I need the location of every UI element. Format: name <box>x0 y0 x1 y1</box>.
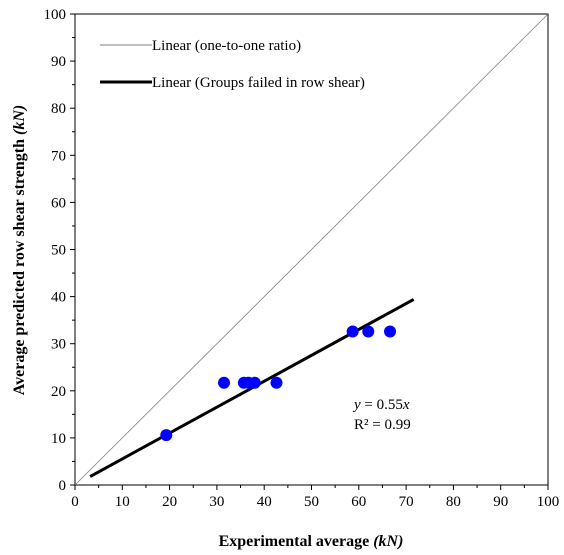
x-tick-label: 100 <box>537 494 560 510</box>
data-point <box>270 376 283 389</box>
data-point <box>346 325 359 338</box>
legend-label-one-to-one: Linear (one-to-one ratio) <box>152 38 301 54</box>
data-point <box>217 376 230 389</box>
y-tick-label: 100 <box>44 7 67 23</box>
x-tick-label: 70 <box>399 494 414 510</box>
y-tick-label: 20 <box>51 384 66 400</box>
x-axis-title: Experimental average (kN) <box>219 533 404 550</box>
data-point <box>248 376 261 389</box>
y-tick-label: 70 <box>51 148 66 164</box>
y-tick-label: 40 <box>51 290 66 306</box>
y-tick-label: 50 <box>51 243 66 259</box>
r-squared-annotation: R² = 0.99 <box>354 417 411 433</box>
y-tick-label: 90 <box>51 54 66 70</box>
y-tick-label: 60 <box>51 195 66 211</box>
legend: Linear (one-to-one ratio) Linear (Groups… <box>100 38 365 91</box>
fit-line-one-to-one <box>74 13 549 486</box>
y-axis-title: Average predicted row shear strength (kN… <box>11 105 28 395</box>
x-tick-label: 90 <box>493 494 508 510</box>
y-tick-label: 10 <box>51 431 66 447</box>
x-axis-ticks: 0 10 20 30 40 50 60 70 80 90 100 <box>71 485 559 510</box>
y-tick-label: 30 <box>51 337 66 353</box>
data-point <box>384 325 397 338</box>
y-axis-ticks: 0 10 20 30 40 50 60 70 80 90 100 <box>44 7 75 494</box>
x-tick-label: 80 <box>446 494 461 510</box>
y-tick-label: 0 <box>59 478 67 494</box>
x-tick-label: 0 <box>71 494 79 510</box>
legend-label-row-shear: Linear (Groups failed in row shear) <box>152 75 365 91</box>
y-tick-label: 80 <box>51 101 66 117</box>
equation-annotation: y = 0.55x <box>352 397 410 413</box>
data-points <box>160 325 397 442</box>
x-tick-label: 60 <box>351 494 366 510</box>
x-tick-label: 50 <box>304 494 319 510</box>
data-point <box>160 429 173 442</box>
data-point <box>362 325 375 338</box>
x-tick-label: 10 <box>115 494 130 510</box>
x-tick-label: 40 <box>257 494 272 510</box>
x-tick-label: 30 <box>209 494 224 510</box>
x-tick-label: 20 <box>162 494 177 510</box>
